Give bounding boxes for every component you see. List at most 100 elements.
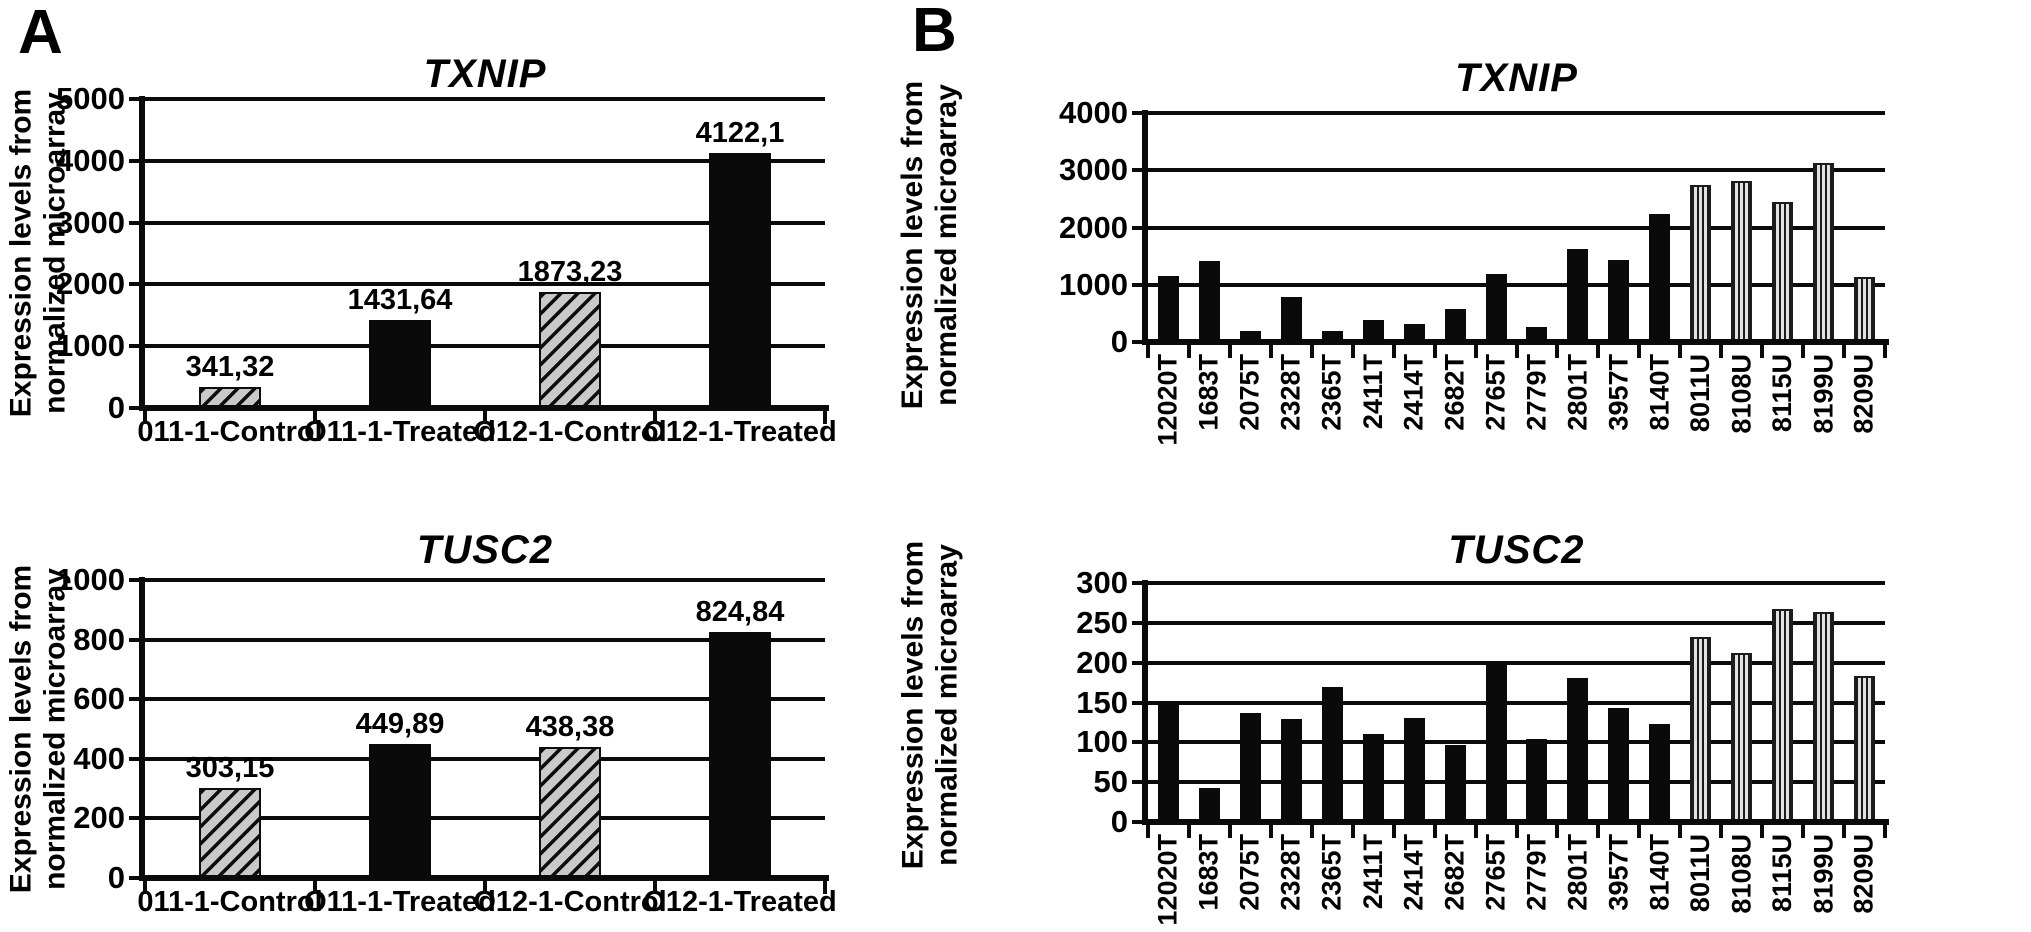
bar-12020T — [1157, 275, 1179, 342]
x-tick — [1555, 825, 1560, 838]
y-tick-label: 1000 — [56, 328, 125, 364]
x-tick — [1391, 345, 1396, 358]
bar-O12-1-Treated — [709, 632, 771, 878]
gridline — [1142, 581, 1885, 585]
bar-8199U — [1813, 611, 1835, 822]
x-tick — [1842, 825, 1847, 838]
x-tick — [483, 881, 487, 894]
x-category-label: 011-1-Control — [137, 416, 323, 448]
x-tick — [1186, 345, 1191, 358]
y-tick-label: 3000 — [56, 204, 125, 240]
y-tick-label: 300 — [1076, 565, 1128, 600]
bar-2328T — [1280, 719, 1302, 822]
x-tick — [143, 411, 147, 424]
y-tick — [129, 97, 139, 101]
x-tick — [1146, 825, 1150, 838]
bar-1683T — [1198, 787, 1220, 822]
x-axis — [1142, 819, 1889, 825]
bar-2411T — [1362, 320, 1384, 342]
bar-12020T — [1157, 702, 1179, 822]
y-tick-label: 250 — [1076, 604, 1128, 640]
x-category-label: O12-1-Treated — [643, 886, 837, 918]
gridline — [1142, 282, 1885, 287]
x-tick — [1227, 345, 1232, 358]
y-tick-label: 4000 — [56, 142, 125, 178]
y-tick-label: 5000 — [56, 81, 125, 116]
x-category-label: O12-1-Control — [473, 886, 667, 918]
x-tick — [653, 881, 657, 894]
chart-title: TUSC2 — [1448, 528, 1585, 572]
bar-8140T — [1649, 724, 1671, 822]
y-tick-label: 0 — [1110, 324, 1128, 359]
x-category-label: O11-1-Treated — [304, 886, 496, 918]
y-tick-label: 200 — [1076, 644, 1128, 680]
x-tick — [1637, 825, 1642, 838]
y-tick-label: 600 — [73, 681, 125, 717]
x-category-label: 8199U — [1808, 834, 1839, 914]
y-tick — [129, 816, 139, 821]
x-tick — [1350, 825, 1355, 838]
y-tick-label: 2000 — [1059, 209, 1128, 245]
x-tick — [1432, 345, 1437, 358]
bar-011-1-Control — [199, 787, 261, 878]
gridline — [139, 282, 825, 287]
gridline — [139, 344, 825, 349]
x-tick — [1555, 345, 1560, 358]
y-tick — [129, 158, 139, 163]
y-tick — [1132, 282, 1142, 287]
y-tick-label: 1000 — [1059, 266, 1128, 302]
x-tick — [1268, 825, 1273, 838]
x-axis — [1142, 339, 1889, 345]
y-tick-label: 800 — [73, 621, 125, 657]
gridline — [139, 697, 825, 702]
y-tick — [1132, 620, 1142, 625]
y-tick — [1132, 740, 1142, 745]
chart-title: TXNIP — [423, 52, 547, 96]
x-category-label: 8011U — [1685, 834, 1716, 913]
y-tick — [129, 637, 139, 642]
bar-O11-1-Treated — [369, 743, 431, 878]
x-category-label: 2328T — [1275, 834, 1306, 911]
y-tick — [129, 697, 139, 702]
bar-8011U — [1690, 637, 1712, 822]
y-tick-label: 50 — [1093, 764, 1128, 800]
x-tick — [483, 411, 487, 424]
x-tick — [1842, 345, 1847, 358]
x-tick — [313, 411, 317, 424]
x-tick — [143, 881, 147, 894]
x-tick — [1678, 825, 1683, 838]
chart-title: TXNIP — [1455, 56, 1578, 100]
x-tick — [1432, 825, 1437, 838]
gridline — [139, 637, 825, 642]
bar-value-label: 341,32 — [185, 350, 275, 383]
x-tick — [1146, 345, 1150, 358]
bar-value-label: 1873,23 — [517, 256, 623, 289]
x-tick — [1801, 825, 1806, 838]
chart-title: TUSC2 — [416, 528, 554, 572]
y-axis-label: Expression levels from normalized microa… — [896, 533, 964, 878]
y-tick-label: 400 — [73, 740, 125, 776]
y-tick — [1132, 660, 1142, 665]
x-tick — [1268, 345, 1273, 358]
bar-value-label: 824,84 — [695, 596, 785, 629]
y-tick-label: 3000 — [1059, 152, 1128, 188]
x-tick — [1719, 345, 1724, 358]
x-tick — [653, 411, 657, 424]
gridline — [139, 220, 825, 225]
y-tick-label: 100 — [1076, 724, 1128, 760]
y-tick — [129, 344, 139, 349]
x-category-label: O12-1-Treated — [643, 416, 837, 448]
x-axis — [139, 875, 829, 881]
bar-2779T — [1526, 739, 1548, 822]
x-tick — [1596, 345, 1601, 358]
bar-O12-1-Treated — [709, 153, 771, 408]
bar-2765T — [1485, 274, 1507, 342]
x-category-label: 8209U — [1849, 834, 1880, 914]
x-tick — [313, 881, 317, 894]
x-category-label: 011-1-Control — [137, 886, 323, 918]
y-tick-label: 2000 — [56, 266, 125, 302]
gridline — [139, 756, 825, 761]
